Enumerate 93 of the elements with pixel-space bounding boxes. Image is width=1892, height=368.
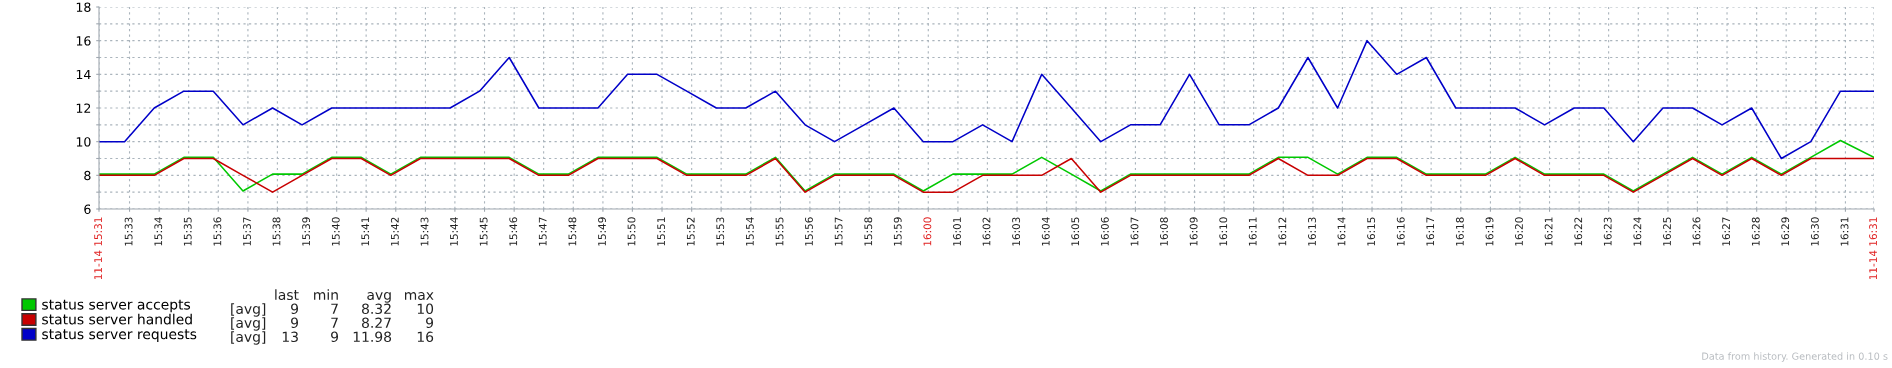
x-tick-label: 16:17 — [1426, 217, 1435, 246]
line-series — [99, 39, 1874, 160]
x-tick-label: 16:12 — [1278, 217, 1287, 246]
x-tick-label: 15:54 — [746, 217, 754, 246]
line-series — [99, 139, 1874, 192]
x-tick-label: 16:07 — [1130, 217, 1139, 246]
x-tick-label: 16:21 — [1544, 217, 1553, 246]
x-tick-label: 15:49 — [598, 217, 606, 246]
text: [avg] — [231, 303, 266, 317]
y-tick-label: 10 — [76, 137, 91, 147]
x-tick-label: 16:06 — [1100, 217, 1109, 246]
x-tick-label: 16:02 — [982, 217, 991, 246]
x-tick-label: 16:27 — [1722, 217, 1731, 246]
x-tick-label: 16:29 — [1781, 217, 1790, 246]
y-tick-label: 16 — [76, 36, 91, 46]
x-tick-label: 16:14 — [1337, 217, 1346, 246]
x-tick-label: 16:25 — [1663, 217, 1671, 246]
x-tick-label: 15:55 — [775, 217, 784, 246]
x-tick-label: 15:47 — [538, 217, 547, 246]
x-tick-label: 15:50 — [627, 217, 636, 246]
x-tick-label: 16:10 — [1219, 217, 1228, 246]
x-tick-label: 15:59 — [893, 217, 902, 246]
legend-label: status server requests — [42, 329, 197, 342]
x-tick-label: 15:34 — [154, 217, 163, 246]
text: avg — [367, 292, 391, 303]
x-tick-label: 16:04 — [1041, 217, 1050, 246]
text: Data from history. Generated in 0.10 s — [1702, 352, 1888, 362]
legend-label: status server accepts — [42, 299, 191, 313]
y-tick-label: 12 — [76, 103, 91, 113]
x-tick-label: 15:53 — [716, 217, 725, 246]
text: 9 — [291, 303, 299, 315]
x-tick-label: 16:08 — [1160, 217, 1168, 246]
text: 9 — [331, 331, 339, 343]
x-tick-label: 16:15 — [1367, 217, 1376, 246]
text: 13 — [282, 331, 298, 343]
y-tick-label: 18 — [76, 2, 91, 12]
text: 16 — [417, 331, 434, 343]
x-tick-label: 15:48 — [568, 217, 577, 246]
x-tick-label: 15:57 — [834, 217, 843, 246]
x-tick-label: 15:45 — [479, 217, 488, 246]
x-tick-label: 16:05 — [1071, 217, 1080, 246]
y-tick-label: 14 — [76, 69, 91, 80]
x-tick-label: 16:22 — [1574, 217, 1583, 246]
y-tick-label: 6 — [84, 204, 91, 214]
x-tick-label: 15:36 — [213, 217, 222, 246]
text: max — [405, 292, 434, 301]
x-tick-label: 16:20 — [1515, 217, 1523, 246]
text: 9 — [426, 317, 434, 329]
text: [avg] — [231, 317, 266, 331]
x-tick-label: 16:24 — [1633, 217, 1642, 246]
x-tick-label: 16:13 — [1308, 217, 1316, 246]
x-tick-label: 15:37 — [243, 217, 251, 246]
x-tick-label: 16:23 — [1603, 217, 1612, 246]
x-tick-label: 16:31 — [1840, 217, 1849, 246]
x-tick-label: 15:56 — [805, 217, 813, 246]
legend-label: status server handled — [42, 313, 192, 325]
x-tick-label: 16:09 — [1189, 217, 1198, 246]
x-tick-label: 16:30 — [1810, 217, 1819, 246]
x-tick-label: 16:28 — [1751, 217, 1760, 246]
x-tick-label: 11-14 16:31 — [1869, 217, 1878, 280]
x-tick-label: 16:26 — [1692, 217, 1701, 246]
x-tick-label: 15:40 — [331, 217, 340, 246]
text: 10 — [417, 303, 434, 315]
text: 11.98 — [353, 331, 392, 343]
x-tick-label: 15:35 — [183, 217, 192, 246]
x-tick-label: 15:44 — [450, 217, 458, 246]
text: [avg] — [231, 331, 266, 345]
x-tick-label: 15:38 — [272, 217, 281, 246]
x-tick-label: 16:01 — [953, 217, 961, 246]
x-tick-label: 15:46 — [509, 217, 518, 246]
text: 9 — [291, 317, 299, 329]
x-tick-label: 15:52 — [686, 217, 695, 246]
x-tick-label: 15:43 — [420, 217, 429, 246]
x-tick-label: 16:19 — [1485, 217, 1494, 246]
text: last — [275, 289, 299, 301]
x-tick-label: 16:00 — [923, 217, 932, 246]
x-tick-label: 16:18 — [1455, 217, 1464, 246]
text: 7 — [331, 303, 338, 314]
x-tick-label: 15:58 — [864, 217, 873, 246]
x-tick-label: 15:39 — [302, 217, 311, 246]
text: 7 — [331, 317, 338, 328]
text: 8.32 — [362, 303, 391, 315]
x-tick-label: 15:33 — [124, 217, 133, 246]
x-tick-label: 16:16 — [1396, 217, 1405, 246]
x-tick-label: 16:11 — [1248, 217, 1257, 246]
x-tick-label: 11-14 15:31 — [94, 217, 103, 280]
x-tick-label: 15:41 — [361, 217, 370, 246]
x-tick-label: 15:42 — [390, 217, 399, 246]
y-tick-label: 8 — [84, 170, 91, 181]
x-tick-label: 16:03 — [1012, 217, 1021, 246]
text: min — [314, 289, 338, 300]
text: 8.27 — [362, 317, 391, 329]
x-tick-label: 15:51 — [657, 217, 666, 246]
